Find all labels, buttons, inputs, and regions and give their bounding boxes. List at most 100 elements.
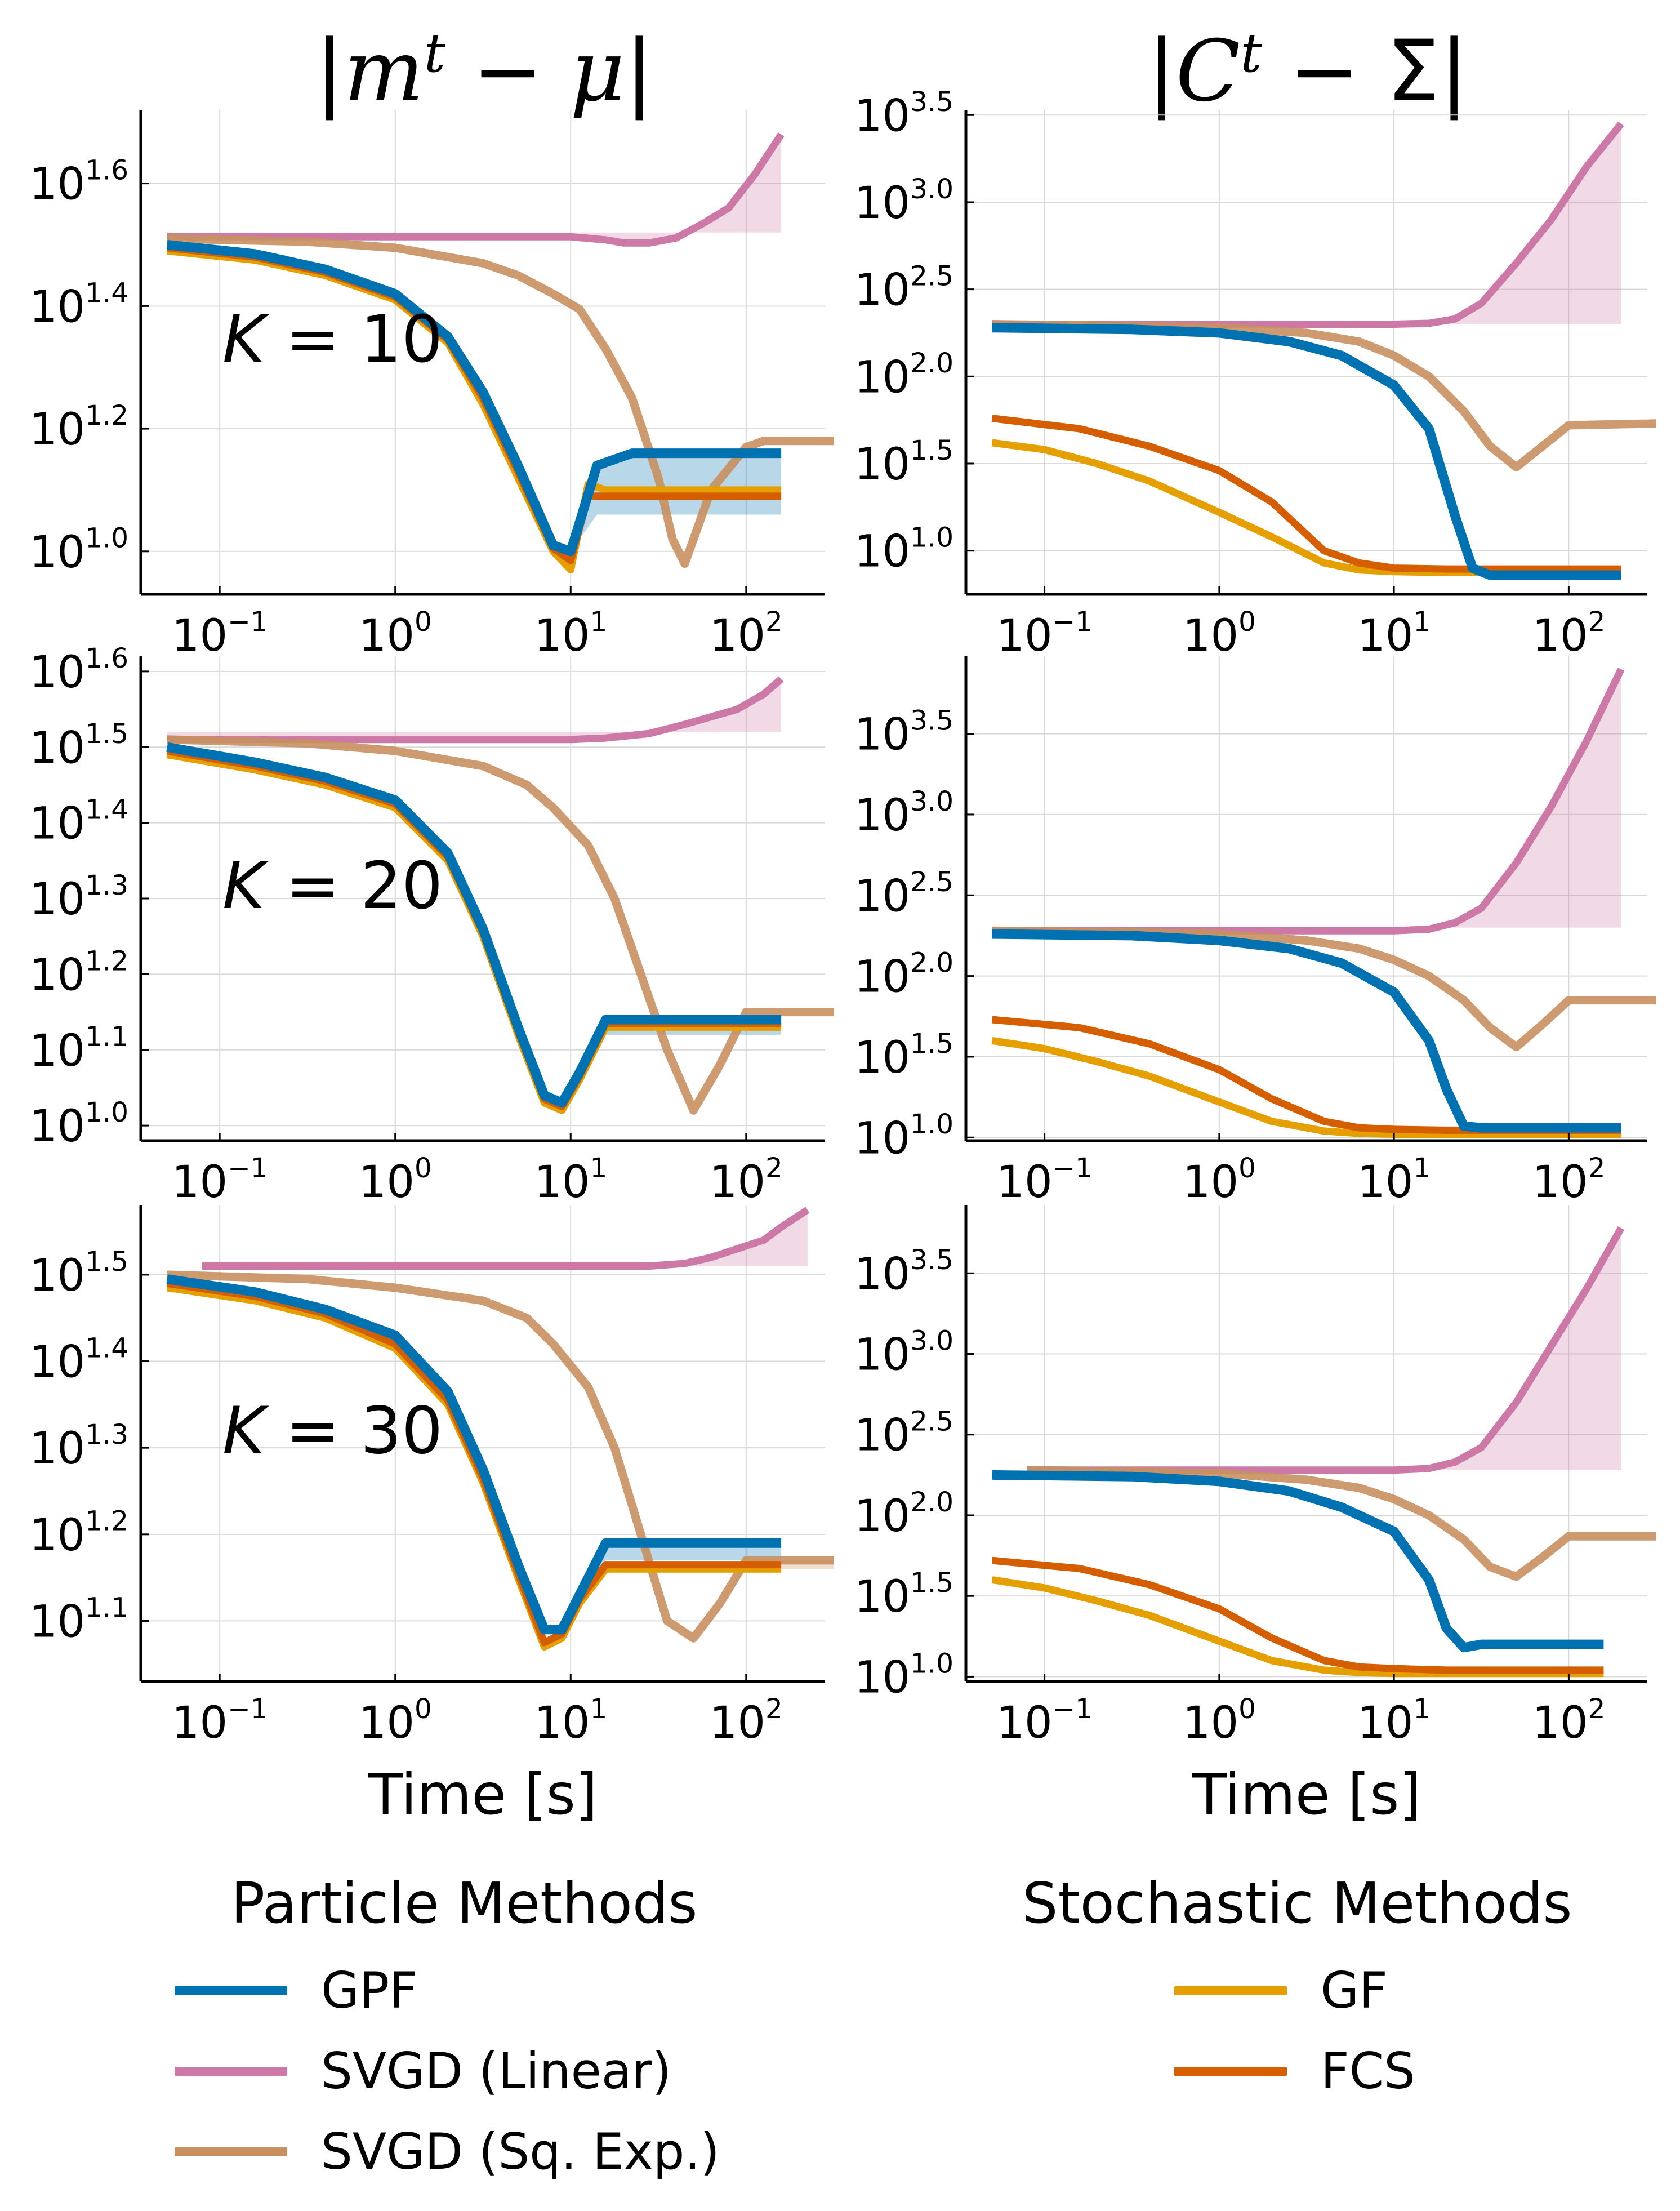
band-svgd-linear: [202, 1209, 808, 1266]
panel-3: 10−1 100 101 102 101.0 101.1 101.2 101.3 101.4 10…: [29, 643, 834, 1208]
y-tick-label: 101.0: [29, 1097, 128, 1152]
x-tick-label: 10−1: [172, 606, 268, 661]
y-tick-label: 101.6: [29, 155, 128, 210]
series-line-svgd-linear: [992, 121, 1624, 328]
y-tick-label: 101.0: [29, 523, 128, 578]
legend-label: FCS: [1321, 2042, 1415, 2100]
series-line-gpf: [992, 323, 1621, 580]
x-tick-label: 100: [359, 606, 432, 661]
x-tick-label: 101: [1357, 606, 1431, 661]
series-line-svgd-sq-exp: [992, 320, 1656, 471]
series-line-svgd-sq-exp: [992, 926, 1656, 1052]
x-tick-label: 10−1: [172, 1153, 268, 1208]
y-tick-label: 103.0: [854, 1325, 953, 1380]
legend-label: GF: [1321, 1961, 1388, 2019]
y-tick-label: 102.0: [854, 947, 953, 1003]
x-tick-label: 102: [1532, 1153, 1605, 1208]
series-line-svgd-linear: [167, 132, 785, 247]
band-svgd-linear: [992, 123, 1621, 324]
x-tick-label: 10−1: [172, 1693, 268, 1749]
y-tick-label: 101.0: [854, 1109, 953, 1164]
y-tick-label: 101.2: [29, 945, 128, 1000]
legend-label: SVGD (Linear): [321, 2042, 672, 2100]
x-tick-label: 101: [534, 1693, 607, 1749]
band-svgd-sq-exp: [167, 238, 834, 564]
y-tick-label: 101.5: [29, 1246, 128, 1301]
row-label-k: K = 10: [222, 302, 443, 377]
y-tick-label: 101.0: [854, 522, 953, 577]
legend-label: GPF: [321, 1961, 418, 2019]
legend-particle-methods: Particle Methods GPF SVGD (Linear) SVGD …: [175, 1870, 720, 2192]
panel-2: 10−1 100 101 102 101.0 101.5 102.0 102.5 103.0 10…: [854, 86, 1656, 661]
series-line-gf: [991, 1036, 1621, 1138]
band-gpf: [992, 327, 1621, 579]
x-tick-label: 101: [534, 606, 607, 661]
y-tick-label: 101.5: [854, 1028, 953, 1083]
legend-item-gpf: GPF: [175, 1950, 720, 2031]
column-title-mean-error: |mt − μ|: [315, 23, 654, 121]
x-tick-label: 10−1: [996, 1693, 1093, 1749]
legend-item-svgd-linear: SVGD (Linear): [175, 2031, 720, 2111]
band-svgd-linear: [1027, 1228, 1621, 1470]
y-tick-label: 101.4: [29, 1332, 128, 1387]
series-line-fcs: [991, 415, 1621, 573]
y-tick-label: 103.0: [854, 786, 953, 841]
y-tick-label: 102.5: [854, 1406, 953, 1461]
legend-stochastic-methods: Stochastic Methods GF FCS: [1022, 1870, 1572, 2111]
series-line-fcs: [991, 1016, 1621, 1134]
y-tick-label: 102.0: [854, 348, 953, 403]
series-line-gf: [166, 751, 782, 1114]
x-tick-label: 100: [359, 1153, 432, 1208]
series-line-svgd-linear: [992, 668, 1625, 935]
y-tick-label: 101.1: [29, 1592, 128, 1647]
legend-item-gf: GF: [1174, 1950, 1572, 2031]
x-tick-label: 100: [359, 1693, 432, 1749]
y-tick-label: 101.3: [29, 1419, 128, 1474]
x-tick-label: 102: [710, 1693, 783, 1749]
legend-item-svgd-sqexp: SVGD (Sq. Exp.): [175, 2111, 720, 2192]
band-svgd-sq-exp: [992, 324, 1656, 468]
x-tick-label: 100: [1183, 606, 1256, 661]
x-tick-label: 100: [1183, 1693, 1256, 1749]
panel-1: 10−1 100 101 102 101.0 101.2 101.4 101.6 K = 10: [29, 110, 834, 661]
y-tick-label: 101.5: [854, 435, 953, 490]
series-line-svgd-sq-exp: [167, 1270, 834, 1643]
panel-5: 10−1 100 101 102 101.1 101.2 101.3 101.4 101.5 K …: [29, 1205, 834, 1827]
series-line-gf: [167, 247, 782, 573]
legend-swatch-svgd-linear: [175, 2066, 287, 2076]
y-tick-label: 101.6: [29, 643, 128, 698]
band-svgd-linear: [992, 669, 1621, 931]
band-gpf: [167, 244, 782, 551]
series-line-gpf: [992, 929, 1621, 1133]
band-svgd-linear: [167, 679, 782, 740]
series-line-svgd-sq-exp: [167, 234, 834, 568]
y-tick-label: 101.2: [29, 1506, 128, 1561]
series-line-fcs: [166, 747, 782, 1110]
series-line-gpf: [166, 742, 782, 1108]
y-tick-label: 101.0: [854, 1648, 953, 1703]
legend-swatch-fcs: [1174, 2066, 1287, 2076]
x-tick-label: 102: [710, 1153, 783, 1208]
legend-stochastic-title: Stochastic Methods: [1022, 1870, 1572, 1936]
y-tick-label: 102.5: [854, 866, 953, 922]
y-tick-label: 101.1: [29, 1021, 128, 1076]
x-tick-label: 100: [1183, 1153, 1256, 1208]
y-tick-label: 103.5: [854, 1244, 953, 1300]
y-tick-label: 102.0: [854, 1487, 953, 1542]
y-tick-label: 103.5: [854, 705, 953, 760]
legend-swatch-gf: [1174, 1986, 1287, 1995]
y-tick-label: 101.4: [29, 794, 128, 849]
column-title-cov-error: |Ct − Σ|: [1147, 23, 1468, 121]
legend-particle-title: Particle Methods: [231, 1870, 698, 1936]
row-label-k: K = 20: [222, 848, 443, 924]
row-label-k: K = 30: [222, 1393, 443, 1469]
y-tick-label: 101.4: [29, 277, 128, 332]
y-tick-label: 101.5: [29, 718, 128, 773]
x-tick-label: 102: [1532, 606, 1605, 661]
series-line-gpf: [166, 240, 782, 557]
x-tick-label: 101: [1357, 1153, 1431, 1208]
legend-label: SVGD (Sq. Exp.): [321, 2123, 720, 2181]
series-line-svgd-linear: [1027, 1226, 1625, 1474]
series-line-gpf: [992, 1470, 1604, 1653]
series-line-svgd-linear: [167, 676, 784, 744]
